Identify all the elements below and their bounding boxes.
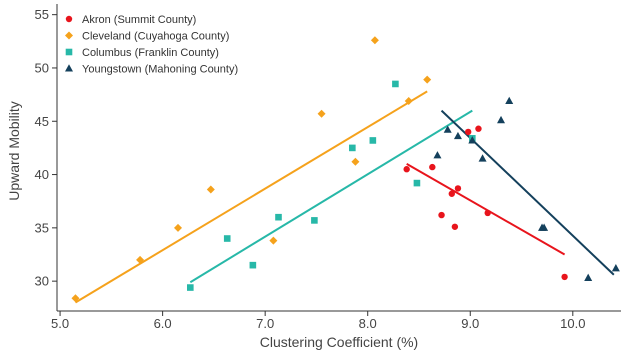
data-points <box>71 36 620 303</box>
y-axis-label: Upward Mobility <box>6 101 22 201</box>
data-point-series-3 <box>349 144 356 152</box>
data-point-series-1 <box>561 273 568 281</box>
data-point-series-3 <box>275 213 282 221</box>
legend-marker-series-3 <box>65 48 73 56</box>
data-point-series-2 <box>317 109 326 118</box>
data-point-series-4 <box>497 115 506 124</box>
data-point-series-1 <box>438 211 445 219</box>
data-point-series-4 <box>611 264 620 272</box>
data-point-series-1 <box>429 163 436 171</box>
data-point-series-3 <box>249 261 257 269</box>
data-point-series-4 <box>540 223 549 231</box>
x-tick-label: 5.0 <box>51 316 69 331</box>
legend-label: Akron (Summit County) <box>82 14 196 26</box>
data-point-series-4 <box>584 273 593 281</box>
axes: 5.0 6.0 7.0 8.0 9.0 10.0 30 35 40 45 50 55 <box>35 4 621 331</box>
data-point-series-3 <box>392 80 399 88</box>
y-tick-label: 50 <box>35 60 49 75</box>
fit-line-series-2 <box>74 90 428 304</box>
y-tick-label: 40 <box>35 167 49 182</box>
legend-label: Columbus (Franklin County) <box>82 47 219 59</box>
x-tick-label: 9.0 <box>461 316 479 331</box>
legend-marker-series-1 <box>65 15 73 23</box>
data-point-series-1 <box>475 125 482 132</box>
data-point-series-2 <box>269 236 278 245</box>
data-point-series-4 <box>478 154 487 162</box>
data-point-series-1 <box>403 166 410 173</box>
y-tick-label: 55 <box>35 7 49 22</box>
data-point-series-2 <box>351 157 360 166</box>
data-point-series-1 <box>451 223 459 230</box>
fit-lines <box>74 90 615 304</box>
data-point-series-3 <box>413 179 421 187</box>
data-point-series-3 <box>223 235 231 242</box>
legend-marker-series-2 <box>65 31 73 40</box>
data-point-series-1 <box>454 185 462 192</box>
x-tick-label: 6.0 <box>154 316 172 331</box>
data-point-series-4 <box>433 151 442 159</box>
y-tick-label: 30 <box>35 274 49 289</box>
data-point-series-4 <box>505 96 514 105</box>
data-point-series-2 <box>206 185 215 194</box>
data-point-series-1 <box>484 209 491 217</box>
data-point-series-4 <box>443 125 452 133</box>
fit-line-series-1 <box>406 163 566 256</box>
legend-label: Youngstown (Mahoning County) <box>82 64 238 76</box>
data-point-series-3 <box>311 217 318 224</box>
y-tick-label: 45 <box>35 114 49 129</box>
x-tick-label: 8.0 <box>359 316 377 331</box>
data-point-series-2 <box>404 97 413 106</box>
data-point-series-1 <box>465 128 472 136</box>
data-point-series-3 <box>187 284 194 291</box>
fit-line-series-3 <box>189 109 473 284</box>
legend-marker-series-4 <box>65 64 73 72</box>
data-point-series-2 <box>136 255 145 264</box>
x-tick-label: 7.0 <box>256 316 274 331</box>
data-point-series-2 <box>71 294 80 303</box>
fit-line-series-4 <box>440 109 615 276</box>
data-point-series-1 <box>448 190 455 197</box>
x-tick-label: 10.0 <box>560 316 585 331</box>
legend-label: Cleveland (Cuyahoga County) <box>82 31 229 43</box>
data-point-series-2 <box>423 75 432 84</box>
x-axis-label: Clustering Coefficient (%) <box>260 334 418 350</box>
data-point-series-2 <box>174 223 183 232</box>
y-tick-label: 35 <box>35 220 49 235</box>
data-point-series-3 <box>369 137 377 144</box>
legend: Akron (Summit County) Cleveland (Cuyahoga… <box>65 14 238 76</box>
data-point-series-4 <box>468 136 477 144</box>
data-point-series-4 <box>453 131 462 140</box>
data-point-series-2 <box>370 36 379 45</box>
